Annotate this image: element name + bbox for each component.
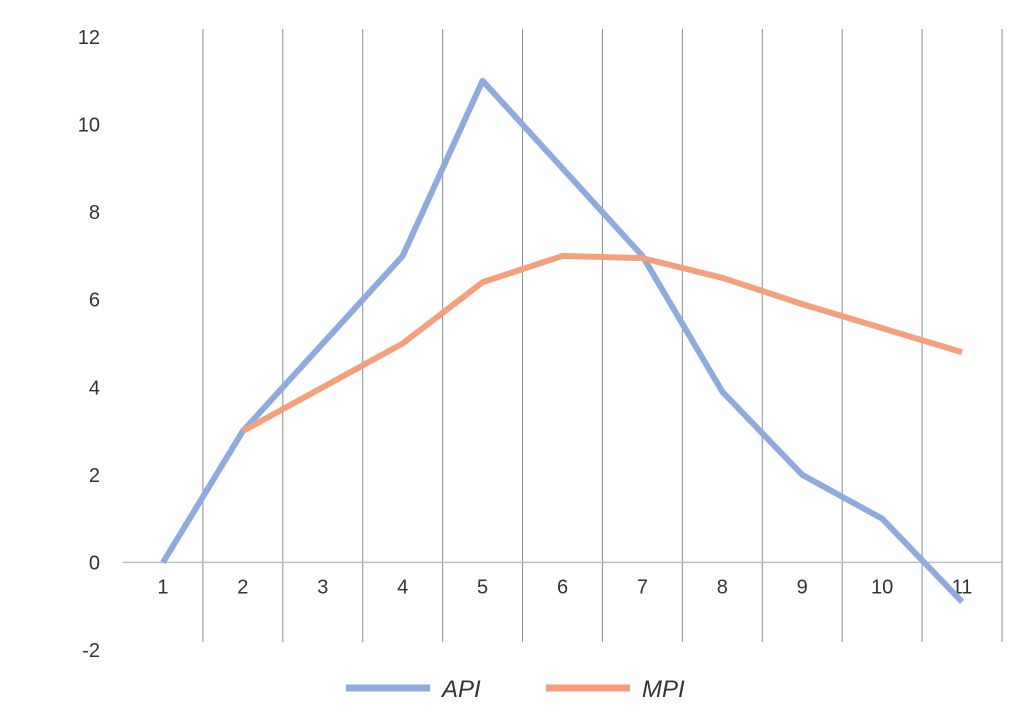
legend-label-mpi: MPI bbox=[642, 676, 685, 703]
x-axis-tick-labels: 1 2 3 4 5 6 7 8 9 10 11 bbox=[157, 576, 972, 598]
x-tick-label: 8 bbox=[717, 576, 728, 598]
y-tick-label: 10 bbox=[78, 115, 100, 137]
y-tick-label: 0 bbox=[89, 552, 100, 574]
x-tick-label: 2 bbox=[237, 576, 248, 598]
x-tick-label: 3 bbox=[317, 576, 328, 598]
x-tick-label: 6 bbox=[557, 576, 568, 598]
x-tick-label: 7 bbox=[637, 576, 648, 598]
y-tick-label: -2 bbox=[82, 640, 100, 662]
series-line-mpi bbox=[241, 252, 963, 434]
y-axis-tick-labels: 12 10 8 6 4 2 0 -2 bbox=[78, 27, 100, 662]
x-tick-label: 5 bbox=[477, 576, 488, 598]
x-tick-label: 1 bbox=[157, 576, 168, 598]
series-lines bbox=[160, 77, 965, 604]
legend-label-api: API bbox=[440, 676, 481, 703]
vertical-gridlines bbox=[202, 29, 1003, 642]
x-tick-label: 10 bbox=[871, 576, 893, 598]
y-tick-label: 6 bbox=[89, 290, 100, 312]
y-tick-label: 4 bbox=[89, 377, 100, 399]
y-tick-label: 12 bbox=[78, 27, 100, 49]
series-line-api bbox=[160, 77, 965, 604]
x-tick-label: 4 bbox=[397, 576, 408, 598]
y-tick-label: 2 bbox=[89, 465, 100, 487]
legend: API MPI bbox=[346, 676, 685, 703]
y-tick-label: 8 bbox=[89, 202, 100, 224]
x-tick-label: 9 bbox=[797, 576, 808, 598]
